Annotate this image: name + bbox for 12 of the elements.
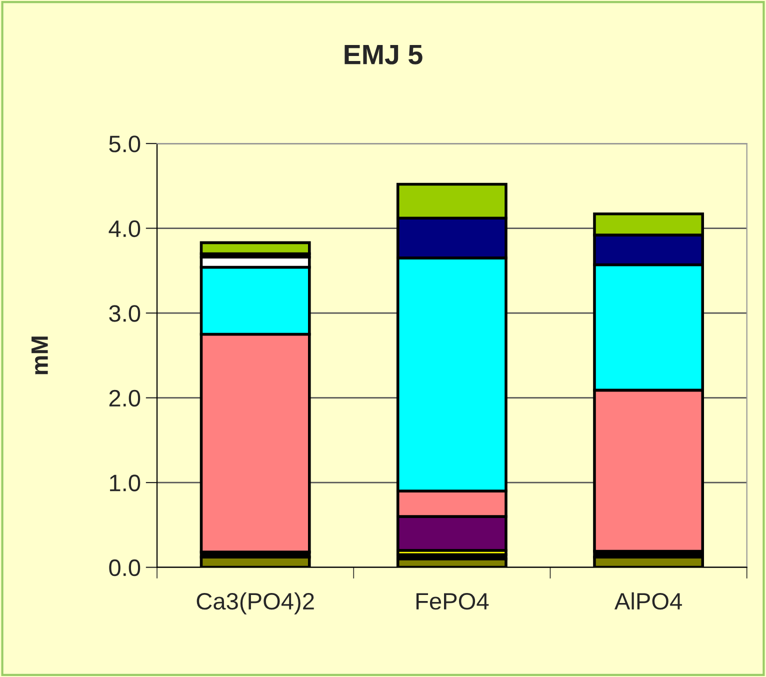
bar [200, 241, 311, 256]
chart-title: EMJ 5 [344, 45, 422, 64]
y-tick-label: 2.0 [109, 390, 140, 407]
x-tick-label: AlPO4 [614, 592, 682, 610]
x-tick-label: Ca3(PO4)2 [196, 592, 314, 614]
y-tick-label: 4.0 [108, 220, 140, 238]
y-tick-label: 3.0 [109, 305, 140, 322]
y-tick-label: 0.0 [109, 559, 140, 576]
y-tick-label: 1.0 [110, 474, 140, 492]
y-axis-title: mM [32, 336, 48, 374]
x-tick-label: FePO4 [416, 592, 489, 610]
y-tick-label: 5.0 [109, 136, 140, 152]
